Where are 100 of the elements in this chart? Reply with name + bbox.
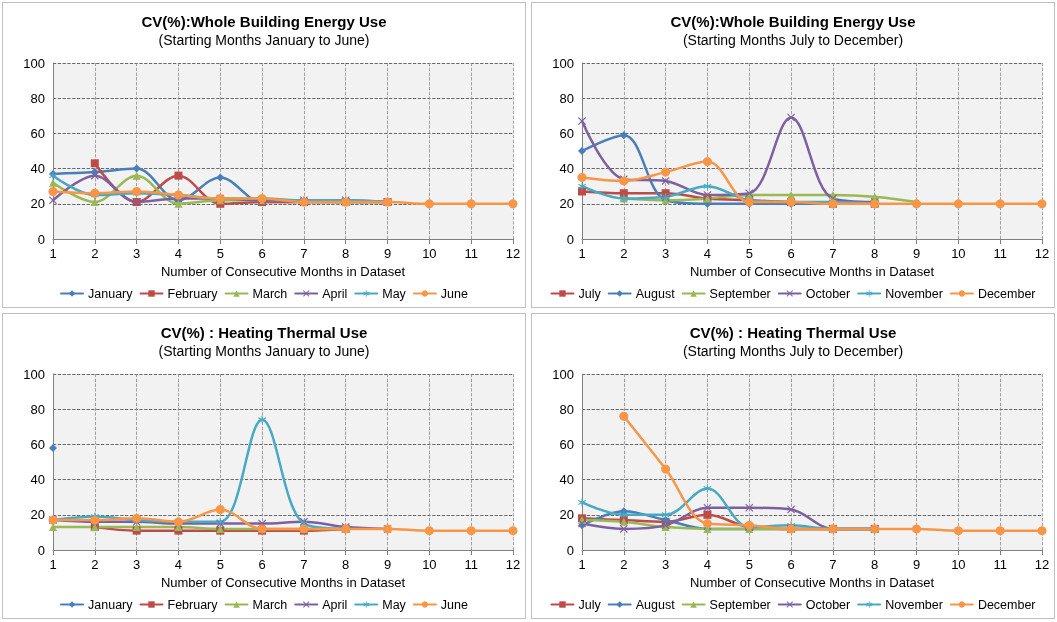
chart-title: CV(%) : Heating Thermal Use bbox=[689, 324, 897, 341]
legend-label: October bbox=[805, 286, 851, 301]
x-tick-label: 8 bbox=[342, 557, 350, 572]
legend-label: December bbox=[977, 597, 1036, 612]
x-tick-label: 3 bbox=[662, 246, 670, 261]
legend-label: June bbox=[440, 286, 469, 301]
x-tick-label: 5 bbox=[216, 557, 224, 572]
x-tick-label: 3 bbox=[133, 246, 141, 261]
y-tick-label: 80 bbox=[30, 401, 45, 417]
x-axis-title: Number of Consecutive Months in Dataset bbox=[160, 263, 406, 279]
x-tick-label: 3 bbox=[662, 557, 670, 572]
x-tick-label: 11 bbox=[993, 246, 1007, 261]
x-tick-label: 10 bbox=[951, 557, 966, 572]
legend-label: February bbox=[167, 286, 219, 301]
x-tick-label: 7 bbox=[300, 246, 308, 261]
x-tick-label: 1 bbox=[578, 246, 586, 261]
x-tick-label: 7 bbox=[829, 557, 837, 572]
x-tick-label: 9 bbox=[912, 246, 921, 261]
legend-label: November bbox=[885, 597, 943, 612]
x-axis-title: Number of Consecutive Months in Dataset bbox=[160, 574, 406, 590]
y-tick-label: 80 bbox=[559, 90, 574, 106]
x-tick-label: 3 bbox=[133, 557, 141, 572]
y-tick-label: 20 bbox=[30, 196, 45, 212]
x-tick-label: 4 bbox=[703, 557, 712, 572]
legend-label: January bbox=[88, 597, 134, 612]
x-tick-label: 11 bbox=[464, 557, 478, 572]
legend-label: March bbox=[252, 597, 288, 612]
y-tick-label: 100 bbox=[552, 55, 574, 71]
x-tick-label: 5 bbox=[745, 246, 753, 261]
x-tick-label: 4 bbox=[174, 246, 183, 261]
legend-label: April bbox=[322, 597, 348, 612]
chart-subtitle: (Starting Months January to June) bbox=[158, 343, 370, 359]
y-tick-label: 40 bbox=[30, 161, 45, 177]
x-tick-label: 8 bbox=[871, 557, 879, 572]
y-tick-label: 80 bbox=[30, 90, 45, 106]
x-tick-label: 2 bbox=[620, 246, 628, 261]
x-tick-label: 8 bbox=[342, 246, 350, 261]
chart-subtitle: (Starting Months July to December) bbox=[682, 32, 904, 48]
x-tick-label: 2 bbox=[620, 557, 628, 572]
x-tick-label: 12 bbox=[1034, 246, 1050, 261]
x-tick-label: 9 bbox=[912, 557, 921, 572]
y-tick-label: 60 bbox=[559, 436, 574, 452]
chart-title: CV(%) : Heating Thermal Use bbox=[160, 324, 368, 341]
y-tick-label: 0 bbox=[566, 231, 574, 247]
x-tick-label: 7 bbox=[829, 246, 837, 261]
y-tick-label: 40 bbox=[559, 161, 574, 177]
legend-label: July bbox=[578, 597, 602, 612]
y-tick-label: 20 bbox=[559, 196, 574, 212]
x-tick-label: 10 bbox=[422, 246, 437, 261]
x-tick-label: 4 bbox=[174, 557, 183, 572]
legend-label: October bbox=[805, 597, 851, 612]
x-tick-label: 1 bbox=[578, 557, 586, 572]
x-tick-label: 5 bbox=[216, 246, 224, 261]
x-tick-label: 9 bbox=[383, 246, 392, 261]
legend-label: February bbox=[167, 597, 219, 612]
legend-label: January bbox=[88, 286, 134, 301]
legend-label: April bbox=[322, 286, 348, 301]
x-tick-label: 12 bbox=[505, 557, 521, 572]
x-axis-title: Number of Consecutive Months in Dataset bbox=[689, 263, 935, 279]
x-tick-label: 6 bbox=[258, 246, 266, 261]
y-tick-label: 0 bbox=[37, 231, 45, 247]
legend-label: March bbox=[252, 286, 288, 301]
legend-label: July bbox=[578, 286, 602, 301]
y-tick-label: 100 bbox=[552, 366, 574, 382]
y-tick-label: 0 bbox=[37, 542, 45, 558]
y-tick-label: 60 bbox=[559, 125, 574, 141]
x-tick-label: 1 bbox=[49, 557, 57, 572]
y-tick-label: 20 bbox=[559, 507, 574, 523]
x-tick-label: 2 bbox=[91, 246, 99, 261]
legend-label: May bbox=[382, 286, 407, 301]
y-tick-label: 100 bbox=[23, 55, 45, 71]
x-axis-title: Number of Consecutive Months in Dataset bbox=[689, 574, 935, 590]
legend-label: September bbox=[709, 597, 771, 612]
legend-label: September bbox=[709, 286, 771, 301]
chart-title: CV(%):Whole Building Energy Use bbox=[141, 13, 387, 30]
y-tick-label: 0 bbox=[566, 542, 574, 558]
y-tick-label: 80 bbox=[559, 401, 574, 417]
x-tick-label: 6 bbox=[787, 557, 795, 572]
chart-title: CV(%):Whole Building Energy Use bbox=[670, 13, 916, 30]
legend-label: August bbox=[635, 597, 676, 612]
y-tick-label: 40 bbox=[559, 472, 574, 488]
chart-subtitle: (Starting Months July to December) bbox=[682, 343, 904, 359]
x-tick-label: 4 bbox=[703, 246, 712, 261]
x-tick-label: 7 bbox=[300, 557, 308, 572]
y-tick-label: 60 bbox=[30, 125, 45, 141]
y-tick-label: 100 bbox=[23, 366, 45, 382]
x-tick-label: 5 bbox=[745, 557, 753, 572]
x-tick-label: 1 bbox=[49, 246, 57, 261]
legend-label: December bbox=[977, 286, 1036, 301]
legend-label: November bbox=[885, 286, 943, 301]
y-tick-label: 40 bbox=[30, 472, 45, 488]
y-tick-label: 60 bbox=[30, 436, 45, 452]
x-tick-label: 10 bbox=[951, 246, 966, 261]
x-tick-label: 12 bbox=[1034, 557, 1050, 572]
x-tick-label: 11 bbox=[464, 246, 478, 261]
x-tick-label: 9 bbox=[383, 557, 392, 572]
legend-label: August bbox=[635, 286, 676, 301]
x-tick-label: 6 bbox=[258, 557, 266, 572]
x-tick-label: 2 bbox=[91, 557, 99, 572]
x-tick-label: 11 bbox=[993, 557, 1007, 572]
